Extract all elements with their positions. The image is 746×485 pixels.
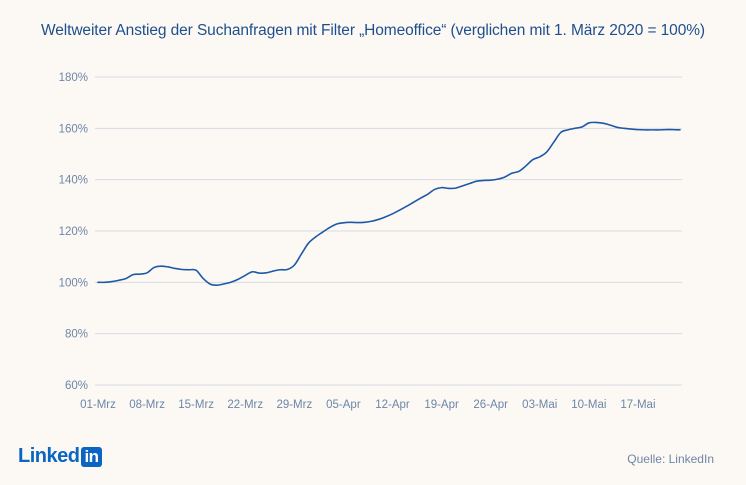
source-note: Quelle: LinkedIn	[627, 452, 714, 466]
x-tick-label: 10-Mai	[571, 399, 606, 411]
y-tick-label: 120%	[59, 226, 88, 238]
x-tick-label: 03-Mai	[522, 399, 557, 411]
y-axis-ticks: 60% 80% 100% 120% 140% 160% 180%	[59, 72, 88, 392]
x-tick-label: 05-Apr	[326, 399, 361, 411]
x-tick-label: 26-Apr	[473, 399, 508, 411]
x-tick-label: 22-Mrz	[227, 399, 263, 411]
series-line	[97, 121, 681, 286]
x-tick-label: 08-Mrz	[129, 399, 165, 411]
y-tick-label: 180%	[59, 72, 88, 84]
y-tick-label: 60%	[65, 380, 88, 392]
x-axis-ticks: 01-Mrz 08-Mrz 15-Mrz 22-Mrz 29-Mrz 05-Apr 12-A…	[80, 399, 655, 411]
x-tick-label: 17-Mai	[620, 399, 655, 411]
series-layer	[97, 121, 681, 286]
y-tick-label: 160%	[59, 123, 88, 135]
x-tick-label: 19-Apr	[424, 399, 459, 411]
linkedin-logo: Linked in	[18, 445, 102, 468]
y-tick-label: 100%	[59, 277, 88, 289]
y-tick-label: 80%	[65, 329, 88, 341]
x-tick-label: 12-Apr	[375, 399, 410, 411]
x-tick-label: 15-Mrz	[178, 399, 214, 411]
x-tick-label: 01-Mrz	[80, 399, 116, 411]
logo-box: in	[81, 446, 102, 467]
gridlines	[95, 76, 682, 386]
chart-title: Weltweiter Anstieg der Suchanfragen mit …	[41, 22, 705, 39]
x-tick-label: 29-Mrz	[276, 399, 312, 411]
y-tick-label: 140%	[59, 175, 88, 187]
logo-text: Linked	[18, 445, 80, 467]
